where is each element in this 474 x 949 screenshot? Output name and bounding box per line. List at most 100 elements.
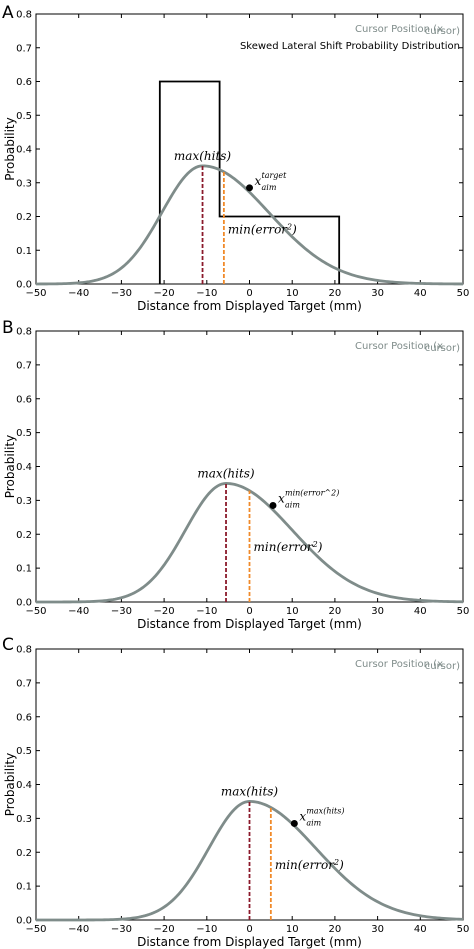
min-error-annotation: min(error2) (275, 858, 344, 873)
cursor-position-curve (36, 800, 464, 922)
aim-point (269, 501, 277, 509)
cursor-position-curve (36, 164, 464, 286)
y-tick-label: 0.5 (16, 428, 32, 439)
legend-cursor-sub: cursor) (425, 661, 460, 672)
x-tick-label: 30 (371, 288, 384, 299)
y-tick-label: 0.1 (16, 564, 32, 575)
x-tick-label: 50 (457, 288, 470, 299)
y-tick-label: 0.3 (16, 178, 32, 189)
x-tick-label: −40 (68, 924, 89, 935)
x-tick-label: −30 (111, 606, 132, 617)
y-tick-label: 0.1 (16, 882, 32, 893)
aim-point-label: x (255, 174, 262, 188)
y-tick-label: 0.4 (16, 145, 32, 156)
panel-label: B (2, 318, 14, 338)
x-tick-label: 10 (286, 606, 299, 617)
chart-panel-c: C −50 −40 −30 −20 −10 0 10 20 30 40 50 0.0 0.1 0.2 0.3 0… (2, 635, 469, 949)
x-tick-label: 0 (246, 606, 252, 617)
y-tick-label: 0.8 (16, 10, 32, 21)
x-tick-label: 20 (329, 924, 342, 935)
y-tick-label: 0.2 (16, 530, 32, 541)
y-tick-label: 0.5 (16, 111, 32, 122)
panel-label: C (2, 635, 14, 655)
max-hits-annotation: max(hits) (174, 149, 232, 163)
x-tick-label: 10 (286, 288, 299, 299)
legend-cursor-sub: cursor) (425, 26, 460, 37)
y-tick-label: 0.2 (16, 212, 32, 223)
legend-cursor-position: Cursor Position (x (355, 24, 443, 35)
x-tick-label: −10 (196, 924, 217, 935)
legend-cursor-sub: cursor) (425, 343, 460, 354)
x-tick-label: −50 (25, 924, 46, 935)
y-tick-label: 0.7 (16, 360, 32, 371)
x-tick-label: −20 (154, 924, 175, 935)
min-error-annotation: min(error2) (228, 222, 297, 237)
x-tick-label: 30 (371, 924, 384, 935)
aim-point-label-sub: aim (285, 500, 300, 509)
y-tick-label: 0.8 (16, 645, 32, 656)
y-tick-label: 0.1 (16, 246, 32, 257)
x-tick-label: 50 (457, 924, 470, 935)
x-tick-label: −20 (154, 288, 175, 299)
aim-point-label-sup: max(hits) (306, 806, 344, 815)
min-error-annotation: min(error2) (254, 540, 323, 555)
x-tick-label: −40 (68, 288, 89, 299)
x-tick-label: −40 (68, 606, 89, 617)
x-tick-label: −30 (111, 288, 132, 299)
aim-point-label-sup: target (262, 171, 288, 180)
x-axis-label: Distance from Displayed Target (mm) (137, 299, 362, 313)
legend-cursor-position: Cursor Position (x (355, 659, 443, 670)
aim-point (246, 184, 253, 192)
chart-panel-b: B −50 −40 −30 −20 −10 0 10 20 30 40 50 0.0 0.1 0.2 0.3 0… (2, 318, 469, 631)
max-hits-annotation: max(hits) (221, 784, 279, 798)
y-tick-label: 0.0 (16, 916, 32, 927)
y-axis-label: Probability (3, 435, 17, 498)
chart-panel-a: A −50 −40 −30 −20 −10 0 10 20 30 40 50 0.0 0.1 0.2 0.3 0… (2, 3, 469, 313)
aim-point-label-sub: aim (306, 818, 321, 827)
legend-distribution: Skewed Lateral Shift Probability Distrib… (240, 41, 460, 52)
x-tick-label: −30 (111, 924, 132, 935)
y-tick-label: 0.0 (16, 598, 32, 609)
y-tick-label: 0.3 (16, 814, 32, 825)
legend-cursor-position: Cursor Position (x (355, 341, 443, 352)
y-tick-label: 0.5 (16, 746, 32, 757)
y-tick-label: 0.0 (16, 280, 32, 291)
y-tick-label: 0.7 (16, 43, 32, 54)
y-tick-label: 0.2 (16, 848, 32, 859)
x-tick-label: 40 (414, 288, 427, 299)
x-tick-label: −20 (154, 606, 175, 617)
x-tick-label: 20 (329, 606, 342, 617)
x-tick-label: 0 (246, 288, 252, 299)
x-tick-label: −50 (25, 288, 46, 299)
x-tick-label: −10 (196, 606, 217, 617)
distribution-step-line (158, 80, 341, 284)
y-tick-label: 0.4 (16, 462, 32, 473)
y-axis-label: Probability (3, 753, 17, 816)
y-tick-label: 0.6 (16, 77, 32, 88)
x-tick-label: −10 (196, 288, 217, 299)
y-axis-label: Probability (3, 117, 17, 180)
y-tick-label: 0.3 (16, 496, 32, 507)
cursor-position-curve (36, 482, 464, 604)
y-tick-label: 0.4 (16, 780, 32, 791)
y-tick-label: 0.7 (16, 678, 32, 689)
x-axis-label: Distance from Displayed Target (mm) (137, 617, 362, 631)
x-tick-label: 30 (371, 606, 384, 617)
x-tick-label: 0 (246, 924, 252, 935)
aim-point-label-sub: aim (262, 183, 277, 192)
x-tick-label: 40 (414, 924, 427, 935)
aim-point-label: x (278, 491, 285, 505)
aim-point-label: x (299, 809, 306, 823)
plot-frame (35, 13, 464, 285)
x-tick-label: 20 (329, 288, 342, 299)
x-tick-label: −50 (25, 606, 46, 617)
y-tick-label: 0.6 (16, 394, 32, 405)
max-hits-annotation: max(hits) (197, 466, 255, 480)
x-tick-label: 10 (286, 924, 299, 935)
x-tick-label: 40 (414, 606, 427, 617)
panel-label: A (2, 3, 14, 23)
aim-point (290, 819, 298, 827)
y-tick-label: 0.6 (16, 712, 32, 723)
y-tick-label: 0.8 (16, 327, 32, 338)
